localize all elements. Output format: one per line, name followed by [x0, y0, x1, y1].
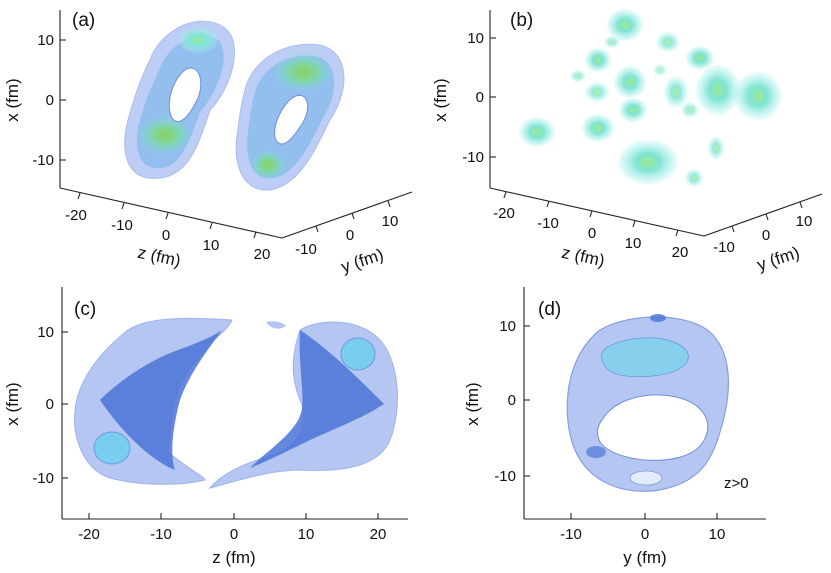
panel-a-z-tick-4: 10	[203, 237, 220, 254]
panel-b-z-axis-label: z (fm)	[560, 243, 606, 271]
panel-a-y-axis	[281, 191, 413, 239]
panel-d-y-ticks: -10 0 10	[560, 513, 725, 543]
panel-b-z-tick-4: 10	[625, 235, 642, 252]
panel-b-z-ticks: -20 -10 0 10 20	[493, 191, 689, 261]
panel-c-x-tick-3: -10	[32, 470, 54, 487]
panel-d-y-tick-3: 10	[709, 526, 726, 543]
panel-d-x-ticks: 10 0 -10	[494, 318, 530, 485]
panel-b-clusters	[519, 9, 782, 187]
panel-b: (b) 10 0 -10 x (fm) -20 -10 0 10 20 z (f…	[431, 9, 823, 275]
panel-d-x-tick-3: -10	[494, 468, 516, 485]
panel-c-z-tick-1: -20	[78, 526, 100, 543]
panel-a-z-tick-5: 20	[254, 246, 271, 263]
panel-b-z-tick-3: 0	[588, 225, 596, 242]
panel-d: (d) 10 0 -10 x (fm) -10 0 10 y (fm)	[463, 287, 766, 567]
panel-a-label: (a)	[72, 10, 95, 31]
panel-a-x-tick-2: 0	[46, 92, 54, 109]
panel-c-z-tick-5: 20	[370, 526, 387, 543]
panel-b-x-tick-2: 0	[476, 89, 484, 106]
panel-d-label: (d)	[538, 299, 561, 320]
panel-a-left-ring	[124, 20, 235, 179]
panel-b-z-tick-5: 20	[672, 244, 689, 261]
panel-c-z-axis-label: z (fm)	[212, 548, 255, 567]
panel-c-x-tick-1: 10	[37, 324, 54, 341]
panel-b-y-tick-2: 0	[762, 227, 770, 244]
panel-c-z-tick-2: -10	[150, 526, 172, 543]
panel-b-label: (b)	[510, 10, 533, 31]
panel-c-x-tick-2: 0	[46, 396, 54, 413]
panel-a-z-axis-label: z (fm)	[136, 243, 182, 271]
panel-a-z-axis	[59, 187, 283, 239]
panel-c: (c) 10 0 -10 x (fm) -20 -10 0 10 20 z (f…	[3, 287, 408, 567]
panel-c-x-ticks: 10 0 -10	[32, 324, 68, 487]
panel-d-torus	[566, 314, 729, 492]
panel-b-x-ticks: 10 0 -10	[462, 30, 496, 166]
panel-b-y-axis-label: y (fm)	[755, 243, 802, 274]
panel-a-y-axis-label: y (fm)	[339, 245, 386, 276]
panel-a-x-tick-3: -10	[32, 152, 54, 169]
panel-a-x-axis-label: x (fm)	[3, 78, 22, 121]
panel-a-y-tick-2: 0	[346, 227, 354, 244]
panel-b-y-axis	[703, 193, 823, 237]
panel-b-y-ticks: -10 0 10	[713, 201, 813, 256]
panel-c-z-tick-4: 10	[298, 526, 315, 543]
panel-b-z-tick-1: -20	[493, 205, 515, 222]
panel-a-x-tick-1: 10	[37, 32, 54, 49]
panel-a-z-tick-2: -10	[111, 217, 133, 234]
panel-b-y-tick-3: 10	[796, 213, 813, 230]
panel-c-z-tick-3: 0	[230, 526, 238, 543]
panel-c-z-ticks: -20 -10 0 10 20	[78, 513, 386, 543]
panel-a-z-tick-3: 0	[162, 227, 170, 244]
panel-a-y-ticks: -10 0 10	[295, 200, 399, 258]
panel-c-left-nucleus	[74, 317, 233, 485]
panel-c-right-nucleus	[208, 321, 398, 489]
panel-a-y-tick-1: -10	[295, 241, 317, 258]
panel-a-y-tick-3: 10	[382, 213, 399, 230]
panel-d-x-tick-2: 0	[508, 392, 516, 409]
panel-d-y-tick-1: -10	[560, 526, 582, 543]
panel-b-x-tick-3: -10	[462, 149, 484, 166]
panel-c-label: (c)	[74, 299, 96, 320]
panel-b-x-axis-label: x (fm)	[431, 78, 450, 121]
panel-a: (a) 10 0 -10 x (fm) -20 -10 0 10 20 z (f…	[3, 10, 413, 277]
panel-a-x-ticks: 10 0 -10	[32, 32, 66, 169]
panel-b-z-axis	[489, 187, 705, 237]
panel-a-right-ring	[235, 43, 345, 191]
panel-d-x-axis-label: x (fm)	[463, 382, 482, 425]
panel-d-y-axis-label: y (fm)	[623, 548, 666, 567]
panel-a-z-tick-1: -20	[65, 207, 87, 224]
panel-b-z-tick-2: -10	[537, 215, 559, 232]
panel-c-x-axis-label: x (fm)	[3, 382, 22, 425]
panel-b-x-tick-1: 10	[467, 30, 484, 47]
panel-b-y-tick-1: -10	[713, 239, 735, 256]
panel-d-annotation: z>0	[724, 475, 749, 492]
panel-d-x-tick-1: 10	[499, 318, 516, 335]
panel-d-y-tick-2: 0	[641, 526, 649, 543]
panel-a-z-ticks: -20 -10 0 10 20	[65, 192, 271, 263]
